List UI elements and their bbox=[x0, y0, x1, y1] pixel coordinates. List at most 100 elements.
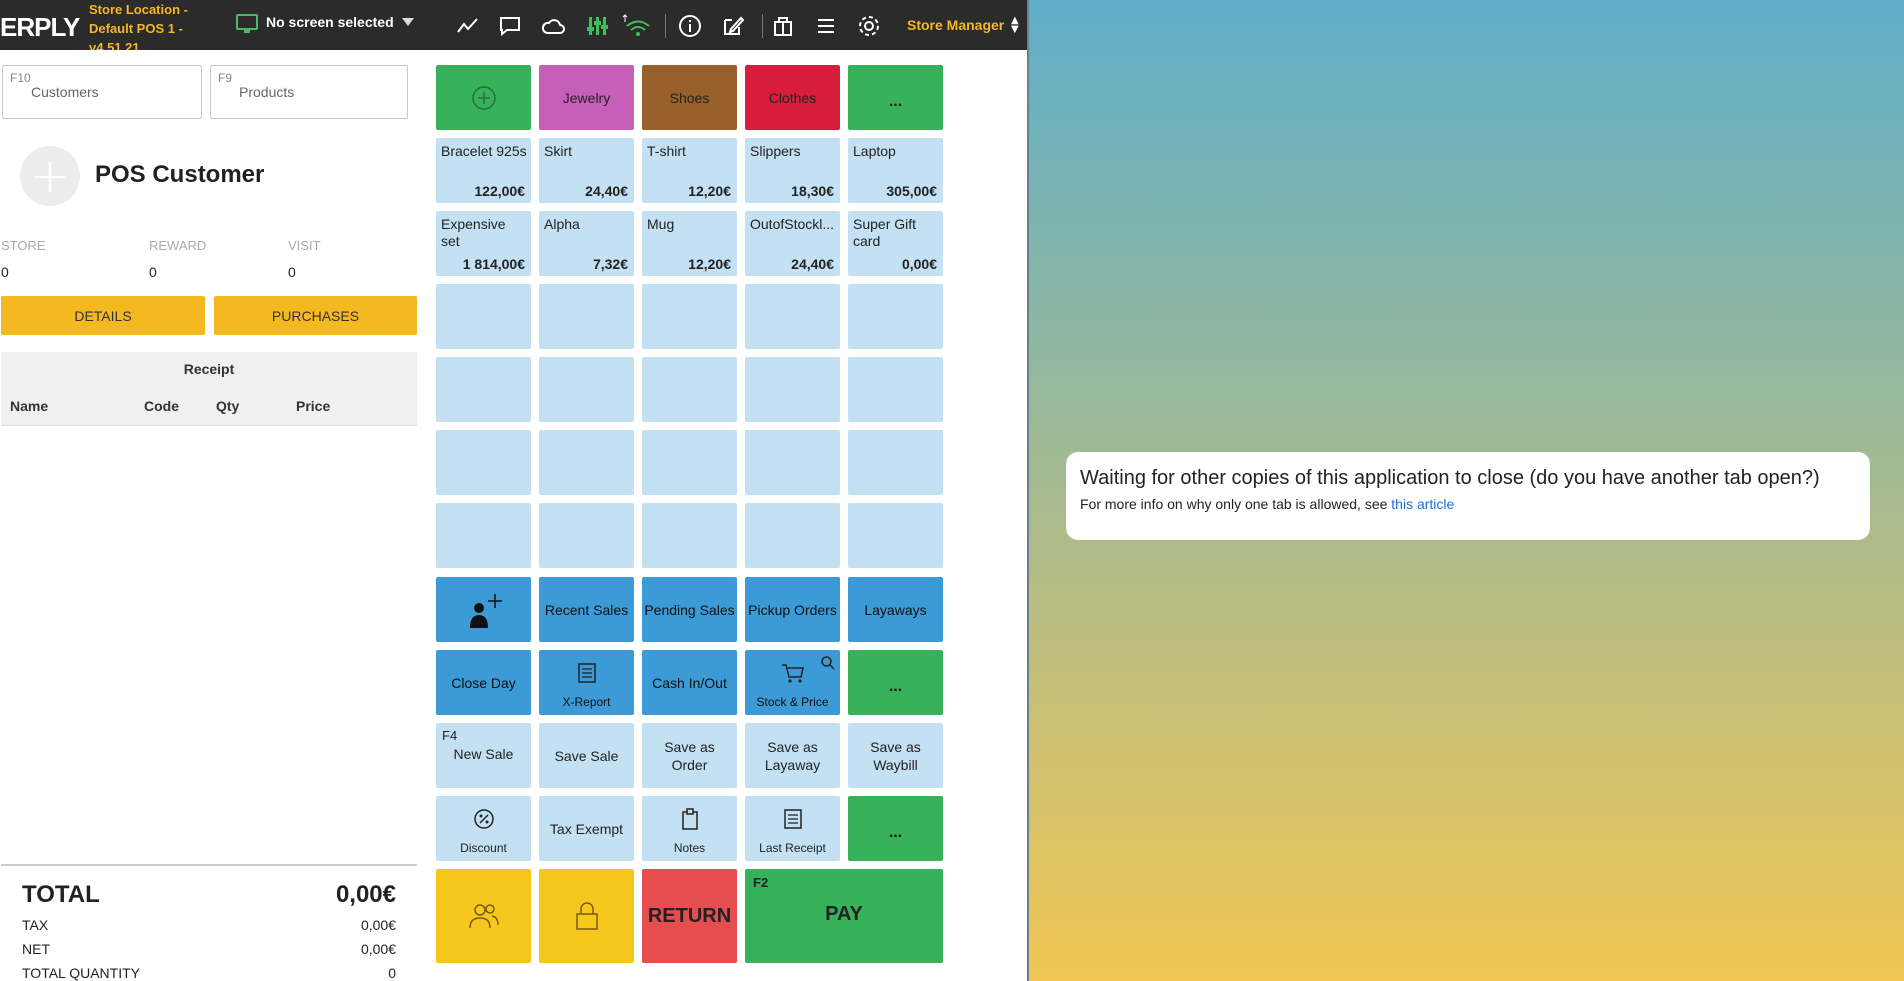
store-location[interactable]: Store Location - Default POS 1 - v4.51.2… bbox=[89, 2, 188, 50]
tax-exempt-button[interactable]: Tax Exempt bbox=[539, 796, 634, 861]
cloud-icon[interactable] bbox=[540, 13, 566, 39]
trend-chart-icon[interactable] bbox=[455, 13, 481, 39]
empty-tile[interactable] bbox=[436, 430, 531, 495]
empty-tile[interactable] bbox=[642, 284, 737, 349]
screen-selector[interactable]: No screen selected bbox=[236, 14, 414, 33]
discount-button[interactable]: Discount bbox=[436, 796, 531, 861]
add-category-button[interactable] bbox=[436, 65, 531, 130]
return-button[interactable]: RETURN bbox=[642, 869, 737, 963]
store-stat-value: 0 bbox=[1, 264, 9, 280]
pay-button[interactable]: F2 PAY bbox=[745, 869, 943, 963]
tax-value: 0,00€ bbox=[360, 917, 396, 933]
empty-tile[interactable] bbox=[436, 284, 531, 349]
save-as-layaway-label: Save as Layaway bbox=[764, 738, 821, 773]
dialog-subtext: For more info on why only one tab is all… bbox=[1080, 496, 1856, 512]
last-receipt-button[interactable]: Last Receipt bbox=[745, 796, 840, 861]
purchases-button[interactable]: PURCHASES bbox=[214, 296, 417, 335]
customers-search[interactable]: F10 Customers bbox=[2, 65, 202, 119]
sort-caret-icon[interactable]: ▲ ▼ bbox=[1011, 15, 1019, 35]
menu-icon[interactable] bbox=[813, 13, 839, 39]
switch-user-button[interactable] bbox=[436, 869, 531, 963]
plus-icon: + bbox=[29, 148, 71, 204]
more-actions-button[interactable]: ... bbox=[848, 796, 943, 861]
empty-tile[interactable] bbox=[436, 357, 531, 422]
empty-tile[interactable] bbox=[848, 357, 943, 422]
gear-icon[interactable] bbox=[856, 13, 882, 39]
tax-label: TAX bbox=[22, 917, 49, 933]
product-tile[interactable]: Expensive set 1 814,00€ bbox=[436, 211, 531, 276]
product-tile[interactable]: OutofStockl... 24,40€ bbox=[745, 211, 840, 276]
gift-icon[interactable] bbox=[770, 13, 796, 39]
product-tile[interactable]: Skirt 24,40€ bbox=[539, 138, 634, 203]
total-quantity-value: 0 bbox=[388, 965, 396, 981]
chevron-down-icon bbox=[401, 18, 414, 26]
empty-tile[interactable] bbox=[642, 357, 737, 422]
product-tile[interactable]: Alpha 7,32€ bbox=[539, 211, 634, 276]
empty-tile[interactable] bbox=[848, 430, 943, 495]
cash-in-out-button[interactable]: Cash In/Out bbox=[642, 650, 737, 715]
product-tile[interactable]: Laptop 305,00€ bbox=[848, 138, 943, 203]
chat-bubble-icon[interactable] bbox=[497, 13, 523, 39]
empty-tile[interactable] bbox=[436, 503, 531, 568]
clipboard-icon bbox=[642, 808, 737, 830]
stock-price-button[interactable]: Stock & Price bbox=[745, 650, 840, 715]
empty-tile[interactable] bbox=[539, 430, 634, 495]
edit-icon[interactable] bbox=[720, 13, 746, 39]
empty-tile[interactable] bbox=[539, 284, 634, 349]
empty-tile[interactable] bbox=[848, 284, 943, 349]
details-button[interactable]: DETAILS bbox=[1, 296, 205, 335]
pending-sales-button[interactable]: Pending Sales bbox=[642, 577, 737, 642]
category-more-button[interactable]: ... bbox=[848, 65, 943, 130]
empty-tile[interactable] bbox=[539, 503, 634, 568]
save-as-order-button[interactable]: Save as Order bbox=[642, 723, 737, 788]
info-icon[interactable] bbox=[677, 13, 703, 39]
empty-tile[interactable] bbox=[745, 357, 840, 422]
customers-hotkey: F10 bbox=[10, 71, 31, 85]
empty-tile[interactable] bbox=[642, 503, 737, 568]
product-name: T-shirt bbox=[647, 143, 686, 159]
layaways-button[interactable]: Layaways bbox=[848, 577, 943, 642]
single-tab-dialog: Waiting for other copies of this applica… bbox=[1066, 452, 1870, 540]
total-value: 0,00€ bbox=[335, 881, 396, 908]
empty-tile[interactable] bbox=[642, 430, 737, 495]
notes-button[interactable]: Notes bbox=[642, 796, 737, 861]
monitor-icon bbox=[236, 14, 258, 33]
products-search[interactable]: F9 Products bbox=[210, 65, 408, 119]
product-tile[interactable]: Super Gift card 0,00€ bbox=[848, 211, 943, 276]
add-customer-avatar[interactable]: + bbox=[20, 146, 80, 206]
lock-button[interactable] bbox=[539, 869, 634, 963]
new-sale-hotkey: F4 bbox=[442, 728, 458, 743]
wifi-icon[interactable] bbox=[622, 13, 652, 39]
save-as-waybill-button[interactable]: Save as Waybill bbox=[848, 723, 943, 788]
pay-hotkey: F2 bbox=[753, 875, 769, 890]
save-as-layaway-button[interactable]: Save as Layaway bbox=[745, 723, 840, 788]
x-report-button[interactable]: X-Report bbox=[539, 650, 634, 715]
product-tile[interactable]: Bracelet 925s 122,00€ bbox=[436, 138, 531, 203]
empty-tile[interactable] bbox=[745, 430, 840, 495]
this-article-link[interactable]: this article bbox=[1391, 496, 1455, 512]
sliders-icon[interactable] bbox=[584, 13, 610, 39]
category-clothes[interactable]: Clothes bbox=[745, 65, 840, 130]
user-menu[interactable]: Store Manager bbox=[907, 17, 1005, 33]
pickup-orders-button[interactable]: Pickup Orders bbox=[745, 577, 840, 642]
new-sale-button[interactable]: F4 New Sale bbox=[436, 723, 531, 788]
product-tile[interactable]: T-shirt 12,20€ bbox=[642, 138, 737, 203]
product-tile[interactable]: Mug 12,20€ bbox=[642, 211, 737, 276]
product-name: Expensive set bbox=[441, 216, 506, 249]
empty-tile[interactable] bbox=[745, 503, 840, 568]
add-user-icon bbox=[469, 593, 502, 628]
recent-sales-button[interactable]: Recent Sales bbox=[539, 577, 634, 642]
add-customer-button[interactable] bbox=[436, 577, 531, 642]
category-shoes[interactable]: Shoes bbox=[642, 65, 737, 130]
product-price: 24,40€ bbox=[791, 256, 834, 272]
save-sale-button[interactable]: Save Sale bbox=[539, 723, 634, 788]
empty-tile[interactable] bbox=[745, 284, 840, 349]
close-day-button[interactable]: Close Day bbox=[436, 650, 531, 715]
category-jewelry[interactable]: Jewelry bbox=[539, 65, 634, 130]
product-price: 12,20€ bbox=[688, 256, 731, 272]
product-tile[interactable]: Slippers 18,30€ bbox=[745, 138, 840, 203]
empty-tile[interactable] bbox=[539, 357, 634, 422]
product-price: 24,40€ bbox=[585, 183, 628, 199]
empty-tile[interactable] bbox=[848, 503, 943, 568]
actions-more-button[interactable]: ... bbox=[848, 650, 943, 715]
